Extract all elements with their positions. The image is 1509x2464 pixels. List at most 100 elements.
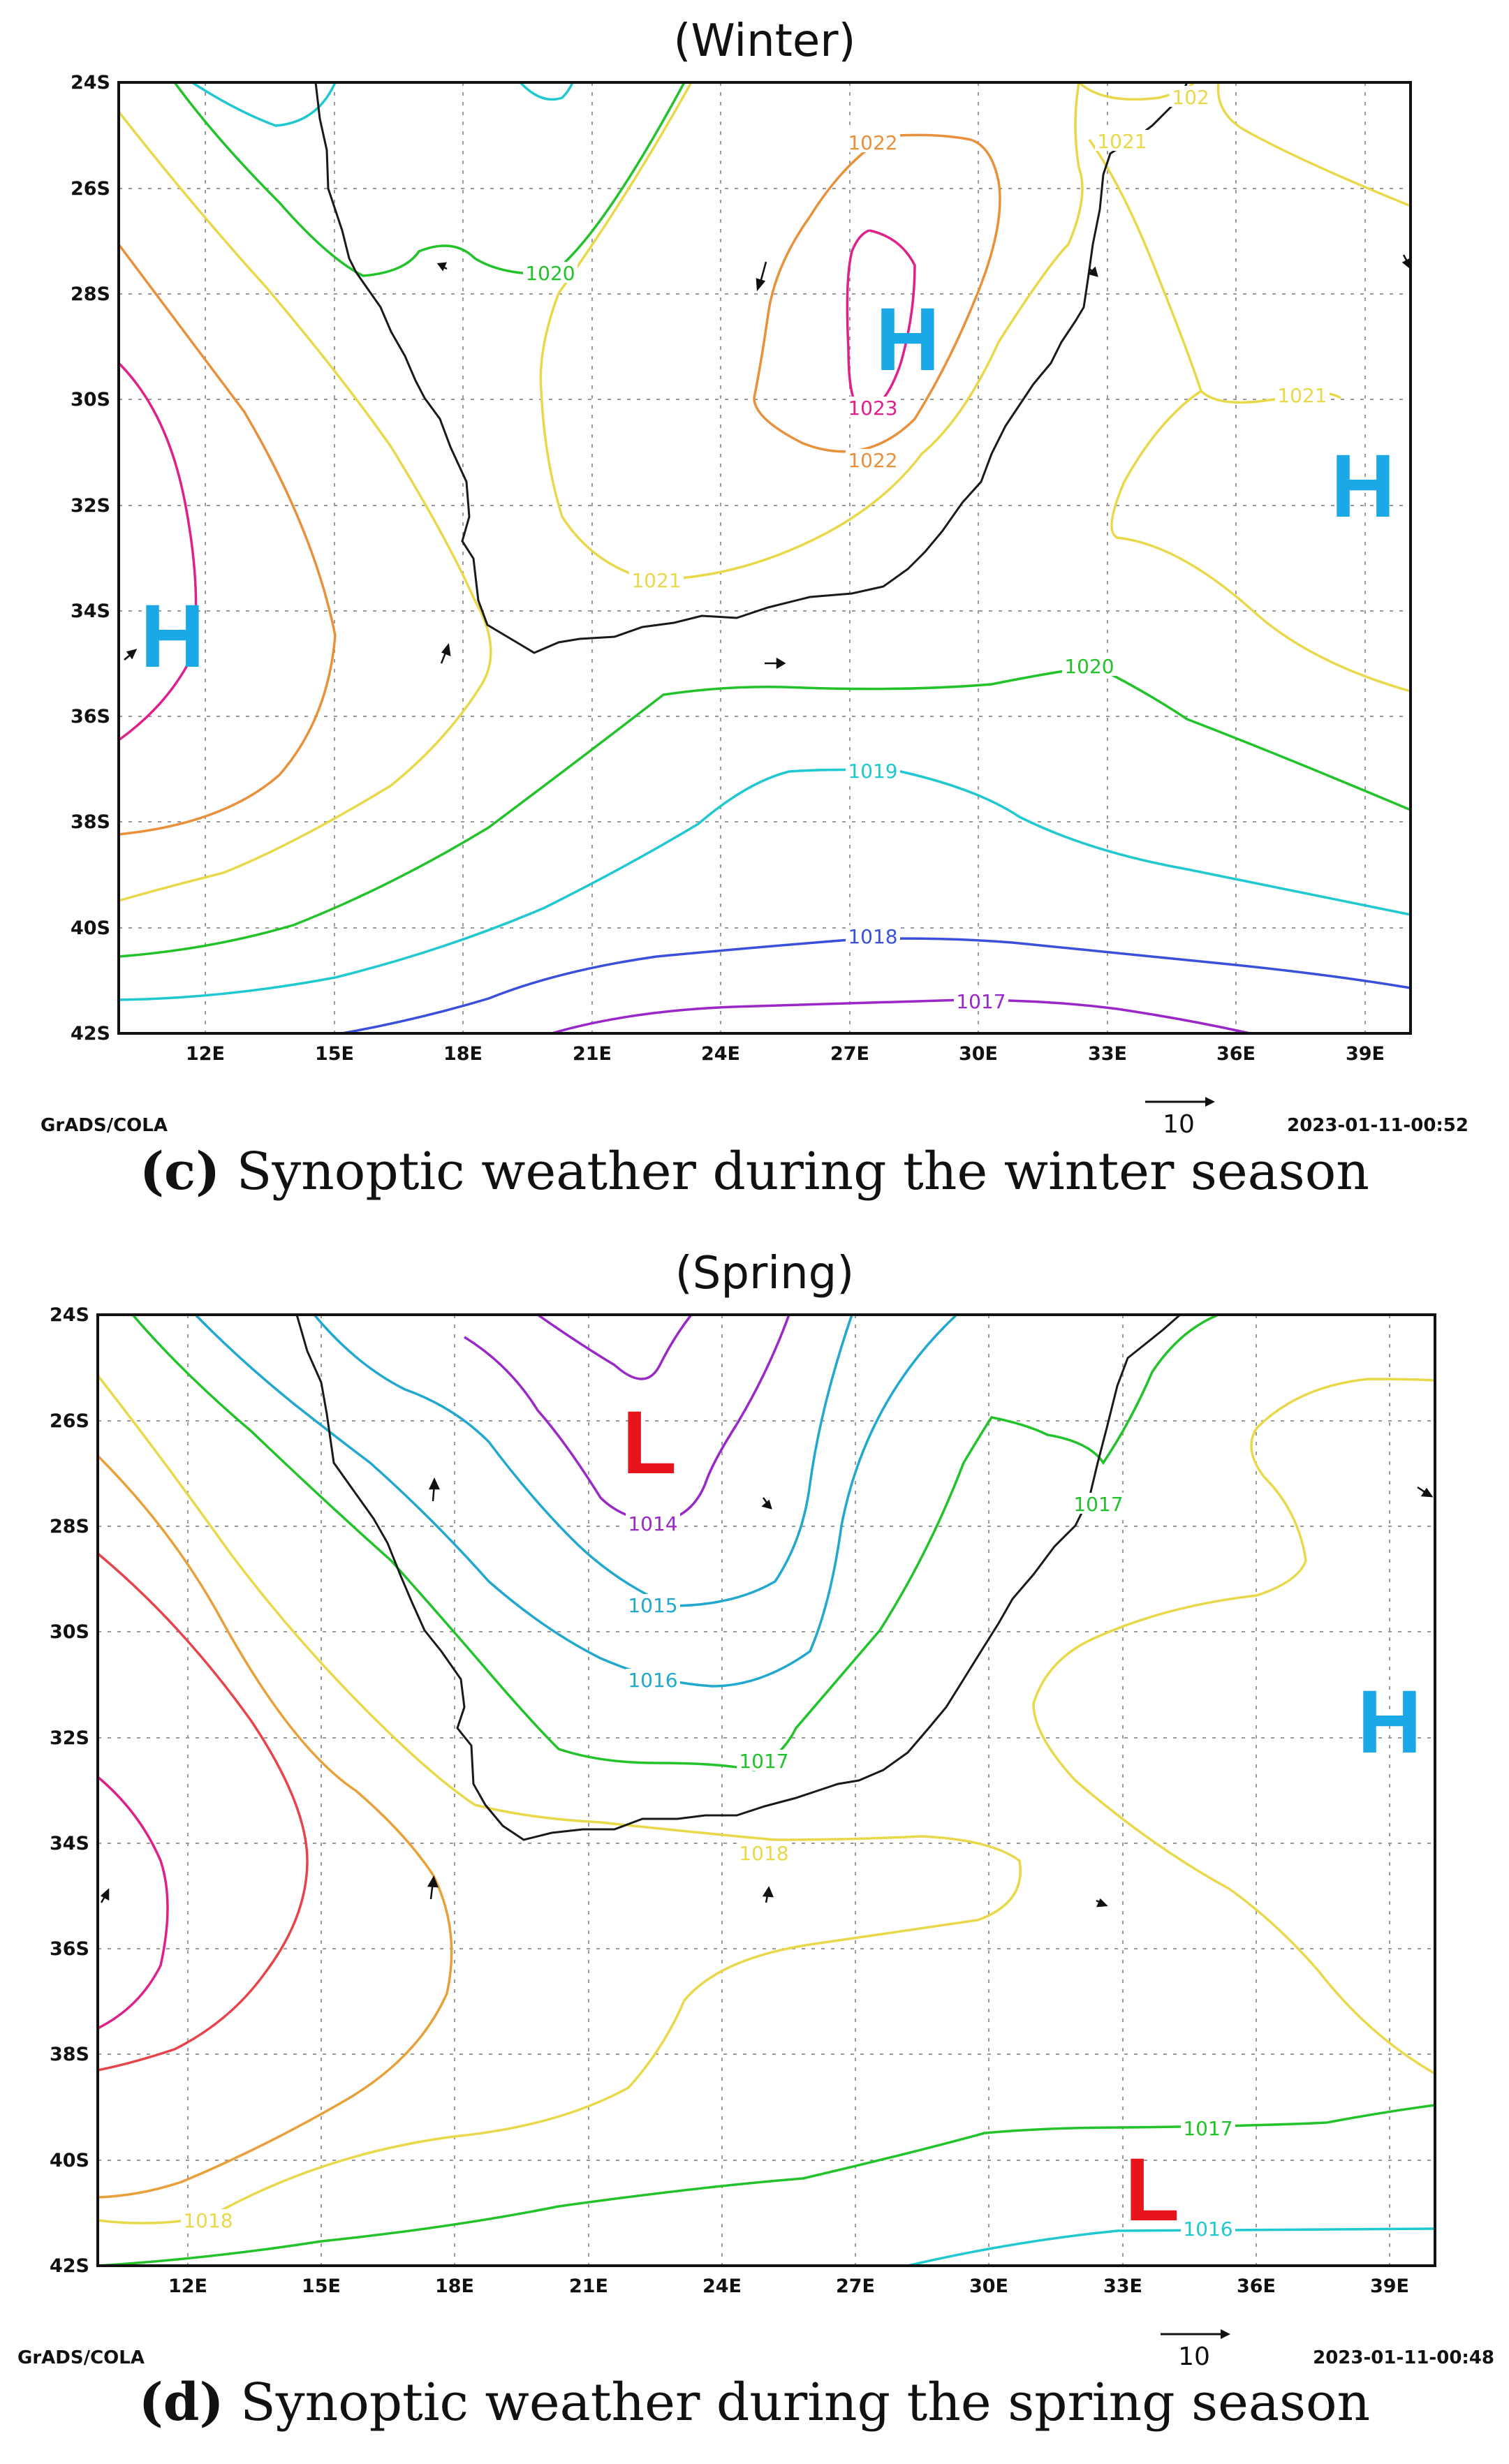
low-pressure-marker: L bbox=[622, 1393, 677, 1493]
contour-label: 1016 bbox=[1183, 2218, 1232, 2241]
y-tick-label: 30S bbox=[71, 389, 110, 411]
x-tick-label: 15E bbox=[315, 1043, 354, 1065]
isobar-1021-east bbox=[1088, 138, 1411, 693]
y-tick-label: 28S bbox=[50, 1516, 89, 1537]
x-tick-label: 21E bbox=[573, 1043, 612, 1065]
contour-label: 1022 bbox=[848, 131, 897, 154]
contour-label-bg bbox=[626, 1512, 680, 1533]
x-tick-label: 24E bbox=[701, 1043, 740, 1065]
isobar-1018-west bbox=[96, 1374, 1022, 2225]
caption-text: Synoptic weather during the spring seaso… bbox=[223, 2373, 1371, 2433]
isobar-1021-west bbox=[117, 110, 492, 902]
contour-label: 102 bbox=[1172, 86, 1209, 109]
isobar-1021-central bbox=[539, 82, 1084, 581]
x-tick-label: 30E bbox=[969, 2275, 1008, 2297]
isobar-1018-east bbox=[1032, 1378, 1436, 2075]
isobar-contours bbox=[96, 1313, 1436, 2267]
footer-timestamp: 2023-01-11-00:52 bbox=[1287, 1115, 1468, 1136]
y-tick-label: 24S bbox=[71, 72, 110, 94]
wind-arrow bbox=[1417, 1486, 1434, 1498]
contour-label-bg bbox=[1181, 2218, 1235, 2238]
reference-vector: 10 bbox=[1145, 1097, 1215, 1139]
wind-arrow bbox=[100, 1888, 110, 1903]
contour-label-bg bbox=[737, 1750, 791, 1771]
y-tick-label: 24S bbox=[50, 1304, 89, 1326]
wind-arrow bbox=[762, 1886, 774, 1903]
isobar-1017-main bbox=[131, 1313, 1219, 1771]
x-axis-ticks: 12E 15E 18E 21E 24E 27E 30E 33E 36E 39E bbox=[186, 1043, 1385, 1065]
x-tick-label: 12E bbox=[168, 2275, 207, 2297]
wind-arrow bbox=[440, 642, 451, 664]
footer-source: GrADS/COLA bbox=[17, 2347, 145, 2368]
y-tick-label: 38S bbox=[50, 2044, 89, 2065]
x-axis-ticks: 12E 15E 18E 21E 24E 27E 30E 33E 36E 39E bbox=[168, 2275, 1409, 2297]
isobar-1024-cyan-top2 bbox=[519, 81, 574, 101]
x-tick-label: 27E bbox=[836, 2275, 875, 2297]
contour-label-bg bbox=[737, 1842, 791, 1863]
x-tick-label: 21E bbox=[569, 2275, 608, 2297]
wind-arrow bbox=[1087, 266, 1098, 277]
y-tick-label: 36S bbox=[71, 706, 110, 728]
isobar-1016 bbox=[194, 1313, 958, 1688]
winter-map-panel: (Winter) bbox=[41, 15, 1468, 1139]
y-tick-label: 28S bbox=[71, 283, 110, 305]
contour-label-bg bbox=[1071, 1493, 1126, 1514]
contour-label: 1021 bbox=[1097, 130, 1147, 153]
wind-arrow bbox=[765, 657, 786, 670]
x-tick-label: 27E bbox=[830, 1043, 869, 1065]
contour-label-bg bbox=[846, 397, 900, 418]
y-axis-ticks: 24S 26S 28S 30S 32S 34S 36S 38S 40S 42S bbox=[71, 72, 110, 1045]
wind-arrow bbox=[427, 1875, 439, 1900]
panel-title: (Winter) bbox=[674, 15, 856, 67]
contour-label: 1018 bbox=[183, 2209, 233, 2232]
spring-map-panel: (Spring) 12E 15E 18E 21E 24E 27E 30E bbox=[17, 1248, 1494, 2371]
isobar-1017 bbox=[551, 998, 1251, 1035]
panel-title: (Spring) bbox=[675, 1248, 854, 1299]
reference-vector-value: 10 bbox=[1163, 1110, 1195, 1139]
reference-vector: 10 bbox=[1161, 2329, 1230, 2371]
y-tick-label: 30S bbox=[50, 1621, 89, 1643]
contour-label: 1020 bbox=[1064, 655, 1114, 678]
pressure-centers: L H L bbox=[622, 1393, 1422, 2240]
isobar-1022-west bbox=[117, 243, 337, 836]
contour-label-bg bbox=[846, 131, 900, 152]
x-tick-label: 33E bbox=[1088, 1043, 1127, 1065]
contour-label: 1015 bbox=[628, 1594, 677, 1617]
x-tick-label: 36E bbox=[1237, 2275, 1276, 2297]
y-tick-label: 32S bbox=[50, 1727, 89, 1749]
high-pressure-marker: H bbox=[1331, 436, 1395, 536]
y-tick-label: 36S bbox=[50, 1938, 89, 1960]
high-pressure-marker: H bbox=[876, 290, 940, 390]
y-tick-label: 42S bbox=[50, 2255, 89, 2277]
contour-label-bg bbox=[1275, 384, 1330, 405]
footer-source: GrADS/COLA bbox=[41, 1115, 168, 1136]
y-tick-label: 34S bbox=[50, 1833, 89, 1854]
contour-label-bg bbox=[1095, 130, 1149, 151]
figure-caption-d: (d) Synoptic weather during the spring s… bbox=[0, 2373, 1509, 2433]
x-tick-label: 39E bbox=[1370, 2275, 1409, 2297]
isobar-1015 bbox=[313, 1313, 853, 1607]
isobar-1018 bbox=[341, 937, 1411, 1035]
contour-label-bg bbox=[1169, 86, 1212, 107]
contour-label-bg bbox=[181, 2209, 235, 2230]
wind-arrow bbox=[1096, 1898, 1108, 1908]
wind-vectors bbox=[100, 1477, 1434, 1908]
isobar-contours bbox=[117, 81, 1411, 1035]
isobar-1020-north bbox=[173, 81, 686, 277]
coastline bbox=[314, 82, 1188, 654]
y-tick-label: 38S bbox=[71, 811, 110, 833]
x-tick-label: 33E bbox=[1103, 2275, 1142, 2297]
y-tick-label: 26S bbox=[71, 178, 110, 200]
pressure-centers: H H H bbox=[140, 290, 1395, 686]
contour-label-bg bbox=[846, 760, 900, 781]
contour-label: 1018 bbox=[739, 1842, 788, 1865]
contour-label: 1021 bbox=[631, 569, 681, 592]
contour-label-bg bbox=[626, 1594, 680, 1615]
x-tick-label: 24E bbox=[702, 2275, 742, 2297]
plot-frame bbox=[117, 81, 1412, 1035]
contour-label-bg bbox=[846, 449, 900, 470]
contour-label-bg bbox=[626, 1669, 680, 1690]
contour-label-bg bbox=[1062, 655, 1117, 676]
contour-label-bg bbox=[523, 262, 577, 283]
y-tick-label: 40S bbox=[71, 917, 110, 939]
